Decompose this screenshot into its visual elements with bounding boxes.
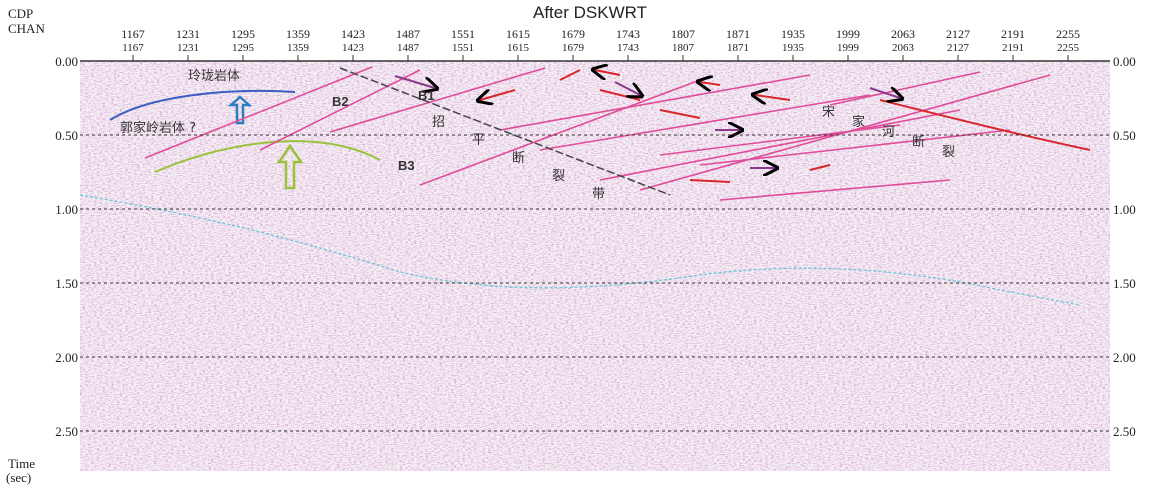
annotation-char: 招 — [432, 115, 445, 130]
cdp-label: CDP — [8, 6, 33, 21]
time-tick-label: 2.00 — [1113, 350, 1136, 365]
annotation: B2 — [332, 94, 349, 109]
chan-tick-label: 1935 — [782, 42, 805, 54]
time-tick-label: 2.50 — [1113, 424, 1136, 439]
arrow-up — [276, 143, 304, 190]
time-tick-label: 2.00 — [55, 350, 78, 365]
annotation-char: 断 — [912, 135, 925, 150]
time-tick-label: 1.50 — [1113, 276, 1136, 291]
cdp-tick-label: 1679 — [561, 27, 585, 41]
time-tick-label: 0.50 — [1113, 128, 1136, 143]
cdp-tick-label: 2063 — [891, 27, 915, 41]
dashed-fault — [339, 67, 671, 196]
time-tick-label: 1.00 — [55, 202, 78, 217]
chan-tick-label: 1423 — [342, 42, 365, 54]
chan-tick-label: 1679 — [562, 42, 585, 54]
chan-tick-label: 1999 — [837, 42, 860, 54]
time-tick-label: 1.00 — [1113, 202, 1136, 217]
chan-tick-label: 1231 — [177, 42, 199, 54]
annotation: B1 — [418, 88, 435, 103]
annotation-char: 平 — [472, 133, 485, 148]
cdp-tick-label: 1551 — [451, 27, 475, 41]
arrow-up — [227, 95, 253, 125]
cdp-tick-label: 2191 — [1001, 27, 1025, 41]
time-unit: (sec) — [6, 470, 31, 485]
annotation-char: 河 — [882, 125, 895, 140]
chan-tick-label: 1615 — [507, 42, 530, 54]
annotation: 玲珑岩体 — [188, 69, 240, 84]
horizon — [79, 194, 1081, 306]
annotation: B3 — [398, 158, 415, 173]
cdp-tick-label: 1295 — [231, 27, 255, 41]
cdp-tick-label: 1615 — [506, 27, 530, 41]
time-tick-label: 1.50 — [55, 276, 78, 291]
cdp-tick-label: 1423 — [341, 27, 365, 41]
annotation: 郭家岭岩体 ? — [120, 120, 196, 136]
chan-tick-label: 1167 — [122, 42, 144, 54]
chan-tick-label: 1807 — [672, 42, 695, 54]
chan-tick-label: 1487 — [397, 42, 420, 54]
guojialing-boundary — [154, 140, 381, 173]
title: After DSKWRT — [533, 3, 647, 22]
chan-tick-label: 2191 — [1002, 42, 1024, 54]
time-tick-label: 0.00 — [1113, 54, 1136, 69]
chan-tick-label: 2063 — [892, 42, 915, 54]
seismic-noise — [80, 61, 1110, 471]
cdp-tick-label: 1807 — [671, 27, 695, 41]
cdp-tick-label: 1167 — [121, 27, 145, 41]
annotation-char: 家 — [852, 114, 865, 130]
annotation-char: 裂 — [942, 145, 955, 160]
chan-label: CHAN — [8, 21, 45, 36]
annotation-char: 裂 — [552, 169, 565, 184]
purple-arrows — [394, 75, 900, 168]
time-tick-label: 0.50 — [55, 128, 78, 143]
annotation-char: 断 — [512, 151, 525, 166]
chan-tick-label: 2255 — [1057, 42, 1080, 54]
linglong-boundary — [109, 89, 296, 121]
fault-lines — [144, 66, 1051, 201]
annotation-char: 带 — [592, 187, 605, 202]
cdp-tick-label: 1999 — [836, 27, 860, 41]
chan-tick-label: 1551 — [452, 42, 474, 54]
time-tick-label: 0.00 — [55, 54, 78, 69]
cdp-tick-label: 1359 — [286, 27, 310, 41]
cdp-tick-label: 1231 — [176, 27, 200, 41]
cdp-tick-label: 1487 — [396, 27, 420, 41]
chan-tick-label: 1871 — [727, 42, 749, 54]
cdp-tick-label: 1935 — [781, 27, 805, 41]
cdp-tick-label: 2127 — [946, 27, 970, 41]
cdp-tick-label: 1871 — [726, 27, 750, 41]
chan-tick-label: 1743 — [617, 42, 640, 54]
cdp-tick-label: 2255 — [1056, 27, 1080, 41]
cdp-tick-label: 1743 — [616, 27, 640, 41]
chan-tick-label: 1295 — [232, 42, 255, 54]
time-tick-label: 2.50 — [55, 424, 78, 439]
chan-tick-label: 1359 — [287, 42, 310, 54]
red-arrows — [480, 70, 791, 100]
annotation-char: 宋 — [822, 105, 835, 120]
chan-tick-label: 2127 — [947, 42, 970, 54]
time-label: Time — [8, 456, 35, 471]
